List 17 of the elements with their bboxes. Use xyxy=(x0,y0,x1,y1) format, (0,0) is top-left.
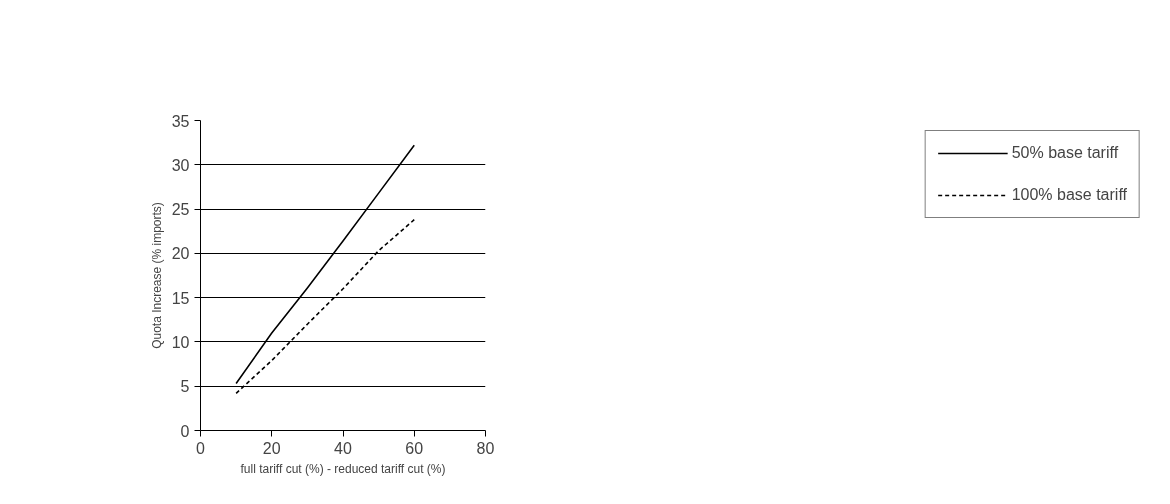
y-tick-label: 35 xyxy=(171,112,190,130)
y-tick-label: 20 xyxy=(171,245,190,263)
x-tick-label: 0 xyxy=(196,439,206,457)
y-tick-label: 5 xyxy=(180,378,190,396)
y-tick-label: 30 xyxy=(171,156,190,174)
y-tick-label: 0 xyxy=(180,422,190,440)
y-axis-title: Quota Increase (% imports) xyxy=(149,202,164,349)
legend-label: 100% base tariff xyxy=(1011,186,1127,204)
y-tick-label: 15 xyxy=(171,289,190,307)
y-tick-label: 10 xyxy=(171,333,190,351)
x-tick-label: 60 xyxy=(405,439,424,457)
x-tick-label: 20 xyxy=(262,439,281,457)
x-tick-label: 80 xyxy=(476,439,495,457)
legend-label: 50% base tariff xyxy=(1011,144,1119,162)
x-tick-label: 40 xyxy=(334,439,352,457)
y-tick-label: 25 xyxy=(171,201,190,219)
x-axis-title: full tariff cut (%) - reduced tariff cut (%) xyxy=(240,461,446,476)
